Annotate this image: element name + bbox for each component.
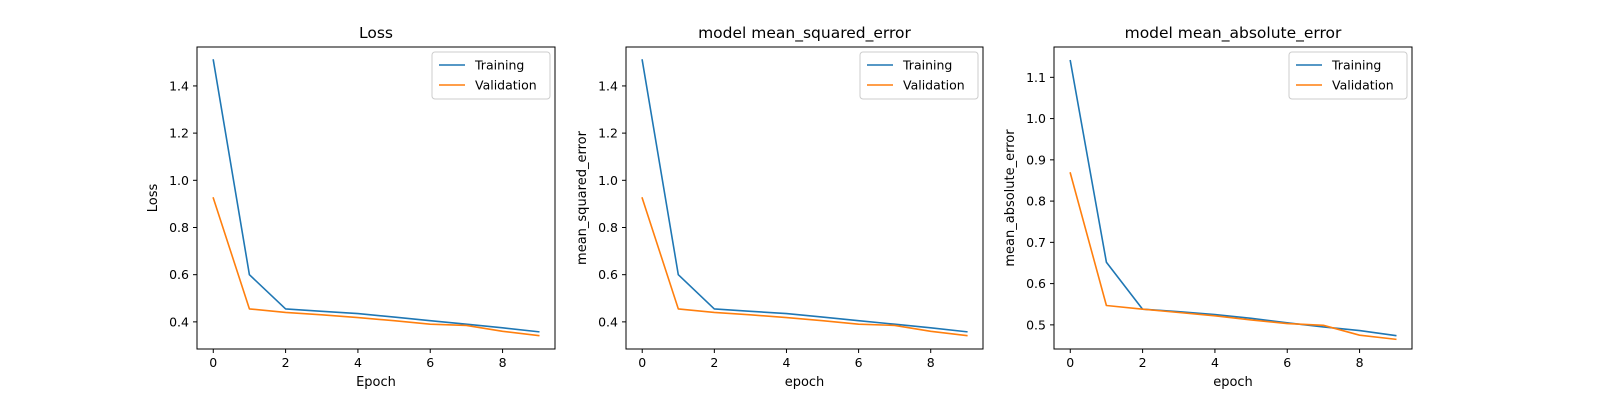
chart-1-plot-frame [196,46,556,350]
chart-2-y-tick-label: 0.6 [598,267,618,282]
chart-1-legend-label-training: Training [474,58,524,73]
chart-1-x-tick-label: 6 [426,355,434,370]
chart-2-y-tick-label: 1.4 [598,78,618,93]
chart-1-x-tick-label: 0 [209,355,217,370]
chart-2-legend: Training Validation [859,51,979,100]
chart-1-legend-box [431,51,551,100]
chart-2-x-tick-label: 8 [927,355,935,370]
chart-3-y-tick-label: 0.6 [1026,276,1046,291]
chart-3-x-tick-label: 4 [1211,355,1219,370]
chart-2-legend-label-validation: Validation [903,78,965,93]
chart-1-x-tick-label: 8 [499,355,507,370]
chart-2-y-tick-label: 0.4 [598,314,618,329]
chart-3-y-axis-label: mean_absolute_error [1003,129,1018,267]
chart-2-x-tick-label: 6 [855,355,863,370]
chart-2-y-tick-label: 0.8 [598,220,618,235]
chart-3-y-tick-label: 1.1 [1026,70,1046,85]
chart-3-legend: Training Validation [1288,51,1408,100]
chart-3-series-training-line [1069,59,1397,337]
chart-1-x-tick-label: 4 [354,355,362,370]
chart-3-y-tick-label: 0.7 [1026,235,1046,250]
chart-1-legend: Training Validation [431,51,551,100]
chart-1: 0 2 4 6 8 0.4 0.6 0.8 1.0 1.2 1.4 Loss Epoch Loss Trai… [146,24,556,390]
chart-3-x-axis-label: epoch [1213,375,1253,390]
chart-2-legend-box [859,51,979,100]
chart-1-y-tick-label: 1.2 [169,126,189,141]
chart-3-x-tick-label: 2 [1139,355,1147,370]
chart-2-y-tick-label: 1.2 [598,126,618,141]
chart-1-title: Loss [359,24,393,42]
chart-1-y-tick-label: 0.4 [169,314,189,329]
chart-3-legend-label-training: Training [1331,58,1381,73]
chart-3-x-tick-label: 6 [1283,355,1291,370]
chart-2: 0 2 4 6 8 0.4 0.6 0.8 1.0 1.2 1.4 model mean_square… [575,24,984,390]
chart-2-y-tick-label: 1.0 [598,173,618,188]
chart-3-y-tick-label: 1.0 [1026,111,1046,126]
chart-3-legend-box [1288,51,1408,100]
chart-3-series-validation-line [1069,172,1397,341]
chart-3-y-tick-label: 0.9 [1026,152,1046,167]
chart-1-y-tick-label: 0.8 [169,220,189,235]
chart-1-x-axis-label: Epoch [356,375,396,390]
chart-1-legend-label-validation: Validation [475,78,537,93]
chart-1-series-training-line [212,59,540,333]
chart-2-x-tick-label: 0 [638,355,646,370]
chart-3-legend-label-validation: Validation [1332,78,1394,93]
chart-2-x-axis-label: epoch [785,375,825,390]
chart-3-title: model mean_absolute_error [1125,24,1342,43]
chart-2-y-axis-label: mean_squared_error [575,130,590,265]
chart-3-x-tick-label: 0 [1066,355,1074,370]
chart-2-series-validation-line [641,196,968,337]
chart-2-x-tick-label: 2 [710,355,718,370]
chart-3-y-tick-label: 0.8 [1026,194,1046,209]
chart-3-y-tick-label: 0.5 [1026,317,1046,332]
chart-3-plot-frame [1053,46,1413,350]
chart-1-y-tick-label: 1.4 [169,78,189,93]
chart-1-series-validation-line [212,196,540,337]
chart-2-x-tick-label: 4 [782,355,790,370]
chart-1-y-tick-label: 0.6 [169,267,189,282]
chart-2-legend-label-training: Training [902,58,952,73]
chart-1-y-axis-label: Loss [146,184,161,213]
chart-2-title: model mean_squared_error [698,24,911,43]
chart-1-y-tick-label: 1.0 [169,173,189,188]
chart-1-x-tick-label: 2 [282,355,290,370]
chart-3: 0 2 4 6 8 0.5 0.6 0.7 0.8 0.9 1.0 1.1 model mean_abs… [1003,24,1413,390]
chart-3-x-tick-label: 8 [1356,355,1364,370]
chart-2-series-training-line [641,59,968,333]
chart-2-plot-frame [625,46,984,350]
